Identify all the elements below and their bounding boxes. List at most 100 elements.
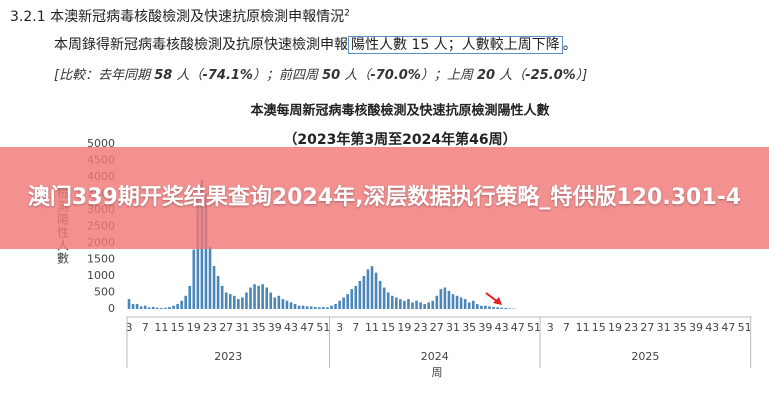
bar xyxy=(147,307,151,309)
x-tick-label: 35 xyxy=(462,321,476,334)
bar xyxy=(423,304,426,309)
bar xyxy=(156,307,159,309)
bar xyxy=(350,289,354,309)
bar xyxy=(220,285,224,309)
bar xyxy=(176,304,179,309)
bar xyxy=(309,306,313,309)
x-tick-label: 35 xyxy=(673,321,687,334)
x-tick-label: 43 xyxy=(284,321,298,334)
bar xyxy=(362,276,366,309)
x-tick-label: 3 xyxy=(126,321,133,334)
bar xyxy=(439,289,443,309)
chart-subtitle: （2023年第3周至2024年第46周） xyxy=(283,131,516,148)
bar xyxy=(245,292,248,309)
bar xyxy=(471,300,475,309)
x-tick-label: 47 xyxy=(300,321,314,334)
bar xyxy=(249,287,252,309)
bar xyxy=(411,302,414,309)
bar xyxy=(297,305,301,309)
x-tick-label: 19 xyxy=(608,321,622,334)
comparison-number: -74.1% xyxy=(202,68,253,83)
bar xyxy=(382,287,386,309)
bar xyxy=(500,307,503,309)
bar xyxy=(139,306,143,309)
bar xyxy=(314,307,317,309)
bar xyxy=(492,307,495,309)
bar xyxy=(277,295,281,309)
x-tick-label: 3 xyxy=(336,321,343,334)
x-tick-label: 39 xyxy=(478,321,492,334)
bar xyxy=(208,246,212,309)
bar xyxy=(354,285,358,309)
x-tick-label: 15 xyxy=(381,321,395,334)
bar xyxy=(326,307,329,309)
x-tick-label: 23 xyxy=(203,321,217,334)
section-heading: 3.2.1 本澳新冠病毒核酸檢測及快速抗原檢測申報情況2 xyxy=(10,6,350,26)
comparison-text: ）；前四周 xyxy=(252,68,323,83)
bar xyxy=(374,272,378,309)
bar xyxy=(508,308,511,309)
x-tick-label: 51 xyxy=(738,321,752,334)
bar xyxy=(395,297,398,309)
x-tick-label: 27 xyxy=(640,321,654,334)
bar xyxy=(237,299,240,309)
bar xyxy=(301,305,305,309)
bar xyxy=(265,287,268,309)
x-tick-label: 35 xyxy=(252,321,266,334)
x-tick-label: 43 xyxy=(705,321,719,334)
x-tick-label: 11 xyxy=(576,321,590,334)
bar xyxy=(143,305,147,309)
bar xyxy=(257,285,260,309)
x-tick-label: 27 xyxy=(430,321,444,334)
bar xyxy=(168,307,171,309)
comparison-text: 人（ xyxy=(172,68,203,83)
bar xyxy=(152,307,155,309)
comparison-number: 20 xyxy=(476,68,496,83)
bar xyxy=(289,302,293,309)
bar xyxy=(338,300,341,309)
x-tick-label: 15 xyxy=(592,321,606,334)
x-tick-label: 31 xyxy=(657,321,671,334)
x-tick-label: 39 xyxy=(268,321,282,334)
x-tick-label: 43 xyxy=(495,321,509,334)
bar xyxy=(285,300,289,309)
summary-end: 。 xyxy=(562,37,577,53)
bar xyxy=(358,280,362,309)
x-tick-label: 39 xyxy=(689,321,703,334)
section-number: 3.2.1 xyxy=(10,9,46,25)
bar xyxy=(415,300,418,309)
comparison-number: 50 xyxy=(322,68,341,83)
bar xyxy=(135,304,139,309)
bar xyxy=(293,304,297,309)
bar xyxy=(435,295,439,309)
x-tick-label: 23 xyxy=(414,321,428,334)
x-group-label: 2024 xyxy=(421,350,449,363)
bar xyxy=(228,294,232,309)
comparison: [比較：去年同期 58 人（-74.1%）；前四周 50 人（-70.0%）；上… xyxy=(54,64,587,83)
bar xyxy=(459,297,463,309)
banner: 澳门339期开奖结果查询2024年,深层数据执行策略_特供版120.301-4 xyxy=(0,147,769,249)
bar xyxy=(180,300,183,309)
bar xyxy=(476,304,479,309)
x-tick-label: 19 xyxy=(397,321,411,334)
bar xyxy=(212,266,216,309)
bar xyxy=(390,295,394,309)
bar xyxy=(484,305,487,309)
y-tick-label: 1500 xyxy=(87,253,115,266)
comparison-number: 58 xyxy=(154,68,173,83)
x-tick-label: 11 xyxy=(365,321,379,334)
x-axis-label: 周 xyxy=(432,366,443,379)
x-tick-label: 11 xyxy=(154,321,168,334)
bar xyxy=(399,299,402,309)
y-tick-label: 1000 xyxy=(87,269,115,282)
bar xyxy=(346,294,349,309)
comparison-text: ）] xyxy=(575,68,588,83)
banner-text: 澳门339期开奖结果查询2024年,深层数据执行策略_特供版120.301-4 xyxy=(27,185,742,210)
comparison-text: [比較：去年同期 xyxy=(54,68,155,83)
x-group-label: 2025 xyxy=(631,350,659,363)
bar xyxy=(480,305,483,309)
bar xyxy=(204,193,208,309)
bar xyxy=(164,307,167,309)
bar xyxy=(330,305,333,309)
